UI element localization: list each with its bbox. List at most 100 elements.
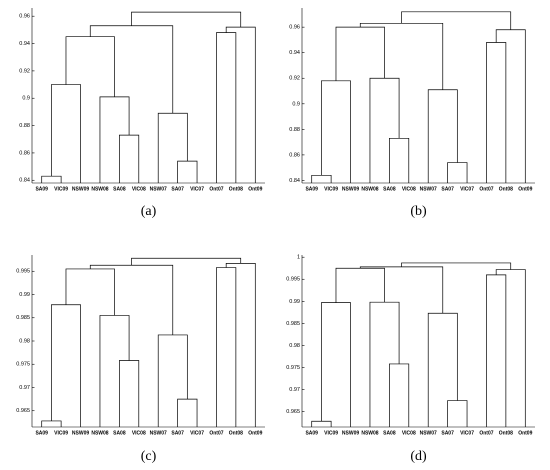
caption: (b) bbox=[410, 204, 427, 219]
merge-link bbox=[495, 269, 526, 427]
leaf-label: Ont07 bbox=[209, 430, 223, 436]
merge-link bbox=[447, 400, 468, 427]
leaf-label: NSW09 bbox=[342, 186, 359, 192]
merge-link bbox=[321, 80, 351, 183]
leaf-label: NSW09 bbox=[342, 430, 359, 436]
leaf-label: VIC09 bbox=[54, 186, 68, 192]
leaf-label: VIC08 bbox=[402, 430, 416, 436]
y-tick-label: 0.97 bbox=[19, 385, 30, 391]
caption: (a) bbox=[141, 204, 157, 219]
leaf-label: NSW07 bbox=[150, 186, 167, 192]
y-tick-label: 0.9 bbox=[292, 101, 300, 107]
y-tick-label: 0.9 bbox=[22, 96, 30, 102]
y-tick-label: 0.975 bbox=[16, 362, 30, 368]
merge-link bbox=[225, 263, 256, 427]
leaf-label: Ont08 bbox=[229, 430, 243, 436]
leaf-label: VIC07 bbox=[460, 430, 474, 436]
y-tick-label: 0.98 bbox=[19, 338, 30, 344]
y-tick-label: 0.86 bbox=[19, 150, 30, 156]
merge-link bbox=[311, 420, 332, 427]
merge-link bbox=[41, 175, 62, 183]
y-tick-label: 0.995 bbox=[16, 269, 30, 275]
merge-link bbox=[99, 315, 130, 427]
leaf-label: Ont08 bbox=[229, 186, 243, 192]
leaf-label: VIC08 bbox=[402, 186, 416, 192]
y-tick-label: 0.97 bbox=[289, 387, 300, 393]
merge-link bbox=[41, 420, 62, 427]
leaf-label: NSW07 bbox=[420, 186, 437, 192]
y-tick-label: 0.94 bbox=[289, 50, 300, 56]
merge-link bbox=[486, 274, 507, 427]
leaf-label: SA09 bbox=[305, 186, 318, 192]
merge-link bbox=[401, 262, 512, 270]
y-tick-label: 0.84 bbox=[19, 178, 30, 184]
leaf-label: NSW08 bbox=[361, 430, 378, 436]
merge-link bbox=[359, 22, 444, 90]
leaf-label: Ont07 bbox=[209, 186, 223, 192]
y-tick-label: 0.99 bbox=[19, 292, 30, 298]
leaf-label: Ont07 bbox=[479, 186, 493, 192]
merge-link bbox=[335, 267, 385, 303]
leaf-label: NSW07 bbox=[420, 430, 437, 436]
merge-link bbox=[216, 267, 237, 427]
y-tick-label: 0.88 bbox=[289, 127, 300, 133]
merge-link bbox=[99, 96, 130, 183]
y-tick-label: 0.96 bbox=[289, 25, 300, 31]
leaf-label: SA07 bbox=[441, 186, 454, 192]
leaf-label: VIC08 bbox=[132, 430, 146, 436]
caption: (d) bbox=[410, 449, 427, 464]
merge-link bbox=[65, 36, 115, 97]
merge-link bbox=[157, 112, 188, 183]
merge-link bbox=[131, 257, 242, 266]
leaf-label: VIC07 bbox=[190, 186, 204, 192]
merge-link bbox=[225, 26, 256, 183]
merge-link bbox=[389, 137, 410, 183]
leaf-label: Ont07 bbox=[479, 430, 493, 436]
merge-link bbox=[177, 160, 198, 183]
leaf-label: SA07 bbox=[171, 186, 184, 192]
merge-link bbox=[311, 174, 332, 183]
merge-link bbox=[401, 11, 512, 30]
leaf-label: NSW07 bbox=[150, 430, 167, 436]
y-tick-label: 0.98 bbox=[289, 343, 300, 349]
merge-link bbox=[359, 266, 444, 314]
merge-link bbox=[157, 334, 188, 427]
merge-link bbox=[131, 11, 242, 28]
leaf-label: SA08 bbox=[383, 430, 396, 436]
leaf-label: Ont08 bbox=[499, 430, 513, 436]
merge-link bbox=[51, 84, 81, 183]
y-tick-label: 0.99 bbox=[289, 299, 300, 305]
merge-link bbox=[486, 42, 507, 183]
leaf-label: SA09 bbox=[35, 430, 48, 436]
y-tick-label: 0.84 bbox=[289, 178, 300, 184]
leaf-label: Ont09 bbox=[518, 430, 532, 436]
leaf-label: VIC07 bbox=[460, 186, 474, 192]
y-tick-label: 0.92 bbox=[19, 68, 30, 74]
leaf-label: SA08 bbox=[383, 186, 396, 192]
leaf-label: Ont09 bbox=[248, 186, 262, 192]
leaf-label: Ont08 bbox=[499, 186, 513, 192]
y-tick-label: 0.965 bbox=[286, 409, 300, 415]
merge-link bbox=[89, 264, 174, 335]
y-tick-label: 1 bbox=[297, 255, 300, 261]
leaf-label: NSW09 bbox=[72, 430, 89, 436]
leaf-label: SA09 bbox=[305, 430, 318, 436]
leaf-label: NSW08 bbox=[91, 186, 108, 192]
y-tick-label: 0.995 bbox=[286, 277, 300, 283]
leaf-label: VIC09 bbox=[324, 186, 338, 192]
y-tick-label: 0.985 bbox=[286, 321, 300, 327]
leaf-label: VIC09 bbox=[324, 430, 338, 436]
leaf-label: NSW09 bbox=[72, 186, 89, 192]
y-tick-label: 0.96 bbox=[19, 14, 30, 20]
merge-link bbox=[427, 89, 458, 183]
leaf-label: SA09 bbox=[35, 186, 48, 192]
merge-link bbox=[65, 268, 115, 316]
leaf-label: VIC07 bbox=[190, 430, 204, 436]
leaf-label: NSW08 bbox=[361, 186, 378, 192]
leaf-label: SA07 bbox=[171, 430, 184, 436]
merge-link bbox=[495, 29, 526, 183]
merge-link bbox=[119, 134, 140, 183]
y-tick-label: 0.985 bbox=[16, 315, 30, 321]
leaf-label: SA08 bbox=[113, 186, 126, 192]
